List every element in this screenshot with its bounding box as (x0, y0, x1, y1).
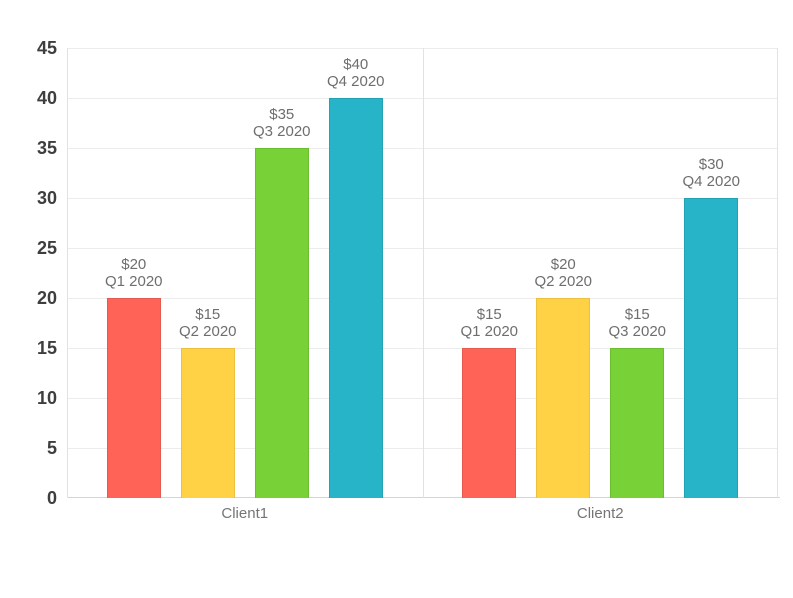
bar-label-client2-q4-2020: $30 Q4 2020 (651, 156, 771, 190)
bar-label-series: Q4 2020 (682, 173, 741, 190)
category-label-client1: Client1 (221, 505, 269, 522)
gridline-h-20 (67, 298, 778, 299)
y-tick-label-15: 15 (36, 338, 57, 358)
bar-client1-q2-2020[interactable] (180, 348, 235, 498)
y-tick-label-25: 25 (36, 238, 57, 258)
bar-label-series: Q4 2020 (326, 73, 385, 90)
bar-label-client1-q3-2020: $35 Q3 2020 (222, 106, 342, 140)
bar-label-client1-q2-2020: $15 Q2 2020 (148, 306, 268, 340)
bar-label-value: $20 (121, 256, 147, 273)
gridline-h-10 (67, 398, 778, 399)
gridline-v-0 (67, 48, 68, 498)
category-label-client2: Client2 (576, 505, 624, 522)
y-tick-label-45: 45 (36, 38, 57, 58)
bar-client1-q1-2020[interactable] (106, 298, 161, 498)
bar-label-series: Q3 2020 (252, 123, 311, 140)
bar-label-series: Q3 2020 (608, 323, 667, 340)
gridline-h-40 (67, 98, 778, 99)
bar-label-series: Q1 2020 (104, 273, 163, 290)
x-axis: Client1 Client2 (67, 498, 778, 530)
bar-client2-q3-2020[interactable] (610, 348, 665, 498)
bar-label-series: Q1 2020 (460, 323, 519, 340)
gridline-v-1 (423, 48, 424, 498)
y-tick-label-10: 10 (36, 388, 57, 408)
y-tick-label-35: 35 (36, 138, 57, 158)
bar-label-value: $20 (550, 256, 576, 273)
gridline-h-15 (67, 348, 778, 349)
y-tick-label-30: 30 (36, 188, 57, 208)
y-axis: 0 5 10 15 20 25 30 35 40 45 (0, 38, 57, 508)
plot-area: $20 Q1 2020 $15 Q2 2020 $35 Q3 2020 $40 Q4 2020… (67, 48, 780, 498)
bar-label-value: $35 (269, 106, 295, 123)
gridline-h-30 (67, 198, 778, 199)
gridline-h-5 (67, 448, 778, 449)
bar-label-series: Q2 2020 (534, 273, 593, 290)
gridline-h-25 (67, 248, 778, 249)
bar-label-value: $40 (343, 56, 369, 73)
y-tick-label-20: 20 (36, 288, 57, 308)
bar-label-value: $15 (476, 306, 502, 323)
bar-label-client2-q1-2020: $15 Q1 2020 (429, 306, 549, 340)
gridline-h-45 (67, 48, 778, 49)
bar-client2-q4-2020[interactable] (684, 198, 739, 498)
gridline-v-2 (777, 48, 778, 498)
bar-client1-q3-2020[interactable] (254, 148, 309, 498)
y-tick-label-0: 0 (46, 488, 57, 508)
bar-label-series: Q2 2020 (178, 323, 237, 340)
bar-label-value: $30 (698, 156, 724, 173)
bar-label-value: $15 (624, 306, 650, 323)
gridline-h-35 (67, 148, 778, 149)
bar-client2-q1-2020[interactable] (462, 348, 517, 498)
bar-label-value: $15 (195, 306, 221, 323)
bar-label-client1-q4-2020: $40 Q4 2020 (296, 56, 416, 90)
y-tick-label-5: 5 (46, 438, 57, 458)
bar-label-client2-q2-2020: $20 Q2 2020 (503, 256, 623, 290)
bar-label-client2-q3-2020: $15 Q3 2020 (577, 306, 697, 340)
y-tick-label-40: 40 (36, 88, 57, 108)
bar-label-client1-q1-2020: $20 Q1 2020 (74, 256, 194, 290)
bar-client1-q4-2020[interactable] (328, 98, 383, 498)
bar-client2-q2-2020[interactable] (536, 298, 591, 498)
